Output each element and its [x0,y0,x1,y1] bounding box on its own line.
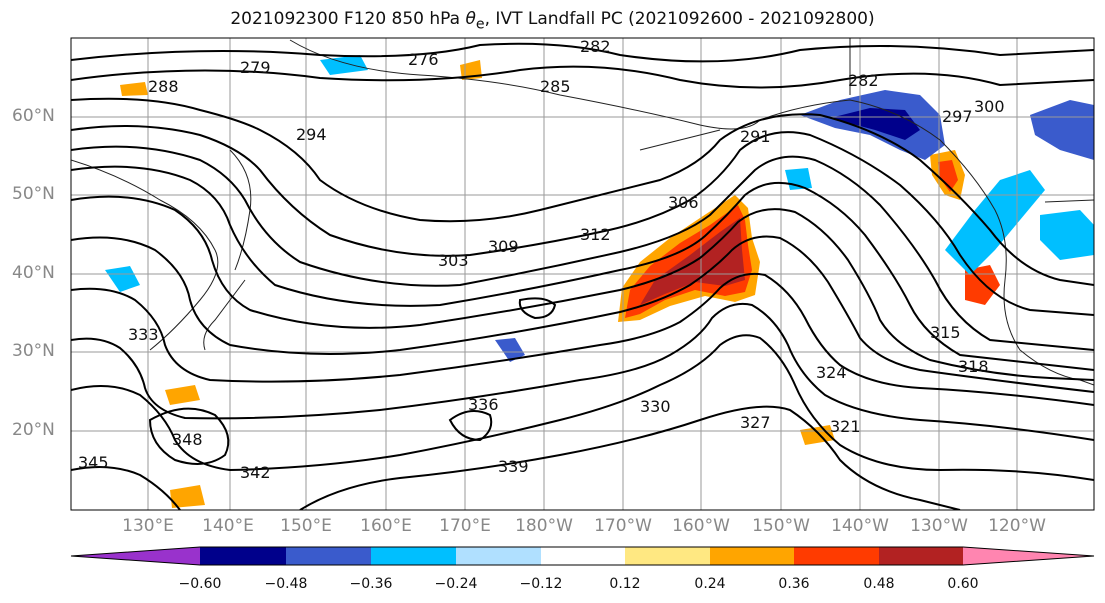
contour-label-279: 279 [240,58,271,77]
contour-label-336: 336 [468,395,499,414]
lat-label-50n: 50°N [12,184,55,204]
anomaly-north-sky [320,55,368,75]
lon-label-160w: 160°W [672,516,730,536]
colorbar-tick-label: 0.60 [947,576,979,592]
contour-label-276: 276 [408,50,439,69]
colorbar-outline [70,546,1095,566]
contour-label-306: 306 [668,193,699,212]
colorbar-tick-label: −0.60 [178,576,222,592]
colorbar-tick-label: 0.12 [609,576,641,592]
lon-label-140e: 140°E [202,516,254,536]
map-content: 288 279 276 282 285 282 294 297 300 291 … [71,37,1094,510]
lon-label-130w: 130°W [910,516,968,536]
contour-label-345: 345 [78,453,109,472]
contour-label-315: 315 [930,323,961,342]
lat-label-60n: 60°N [12,106,55,126]
lat-label-40n: 40°N [12,263,55,283]
anomaly-sky [945,170,1045,275]
contour-label-312: 312 [580,225,611,244]
anomaly-coast-red-2 [965,265,1000,305]
anomaly-navy [830,108,920,140]
lon-label-150e: 150°E [280,516,332,536]
anomaly-dark-red [640,218,745,305]
colorbar-seg-6 [625,547,710,565]
lon-label-120w: 120°W [988,516,1046,536]
colorbar-tick-label: −0.12 [519,576,563,592]
lat-label-20n: 20°N [12,420,55,440]
contour-label-348: 348 [172,430,203,449]
title-suffix: , IVT Landfall PC (2021092600 - 20210928… [484,9,875,29]
lon-label-140w: 140°W [831,516,889,536]
colorbar-seg-1 [200,547,286,565]
contour-label-309: 309 [488,237,519,256]
contour-label-333: 333 [128,325,159,344]
coastlines [71,38,1094,386]
title-theta: θ [465,9,476,29]
lat-label-30n: 30°N [12,341,55,361]
contour-label-288: 288 [148,77,179,96]
lon-label-130e: 130°E [122,516,174,536]
anomaly-patch-3 [120,82,148,96]
map-title: 2021092300 F120 850 hPa θe, IVT Landfall… [0,9,1105,32]
colorbar-seg-9 [879,547,963,565]
contour-label-330: 330 [640,397,671,416]
contour-label-294: 294 [296,125,327,144]
colorbar [70,546,1095,566]
anomaly-east-sky [1040,210,1094,260]
anomaly-patch-4 [800,425,835,445]
colorbar-seg-2 [286,547,371,565]
title-theta-subscript: e [475,16,485,33]
anomaly-small-blue [495,338,525,362]
contour-label-282a: 282 [580,37,611,56]
lon-label-180w: 180°W [515,516,573,536]
contour-label-327: 327 [740,413,771,432]
contour-label-318: 318 [958,357,989,376]
lon-label-160e: 160°E [360,516,412,536]
colorbar-tick-label: 0.36 [778,576,810,592]
colorbar-tick-label: −0.24 [434,576,478,592]
contour-label-303: 303 [438,251,469,270]
colorbar-seg-over [963,547,1094,565]
contour-label-321: 321 [830,417,861,436]
colorbar-tick-label: 0.24 [694,576,726,592]
anomaly-patch-1 [165,385,200,405]
colorbar-seg-8 [794,547,879,565]
colorbar-seg-7 [710,547,794,565]
contour-label-300: 300 [974,97,1005,116]
contour-labels: 288 279 276 282 285 282 294 297 300 291 … [78,37,1005,482]
contour-label-342: 342 [240,463,271,482]
colorbar-seg-under [71,547,200,565]
contour-label-285: 285 [540,77,571,96]
theta-e-contours [71,42,1094,510]
colorbar-tick-label: 0.48 [863,576,895,592]
contour-label-282b: 282 [848,71,879,90]
anomaly-patch-5 [170,485,205,508]
lon-label-170w: 170°W [594,516,652,536]
colorbar-seg-3 [371,547,456,565]
map-gridlines [71,38,1094,510]
anomaly-ne-blue [1030,100,1094,160]
anomaly-west-sky [105,266,140,292]
colorbar-seg-5 [541,547,625,565]
colorbar-seg-4 [456,547,541,565]
contour-label-324: 324 [816,363,847,382]
colorbar-tick-label: −0.48 [264,576,308,592]
contour-label-339: 339 [498,457,529,476]
contour-label-297: 297 [942,107,973,126]
lon-label-150w: 150°W [752,516,810,536]
map-frame [70,37,1095,511]
anomaly-coast-red [938,160,958,192]
colorbar-tick-label: −0.36 [349,576,393,592]
lon-label-170e: 170°E [439,516,491,536]
title-prefix: 2021092300 F120 850 hPa [230,9,466,29]
contour-label-291: 291 [740,127,771,146]
